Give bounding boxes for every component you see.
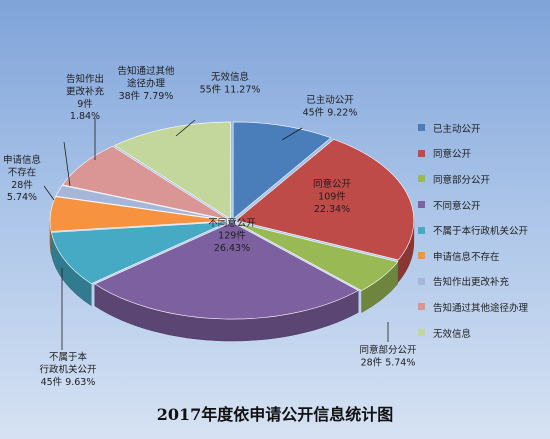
data-label-4: 不同意公开 129件 26.43% [208, 217, 256, 254]
legend-item-2: 同意公开 [418, 141, 548, 167]
legend-label: 无效信息 [433, 328, 472, 340]
legend-swatch [418, 201, 425, 209]
legend-swatch [418, 329, 425, 337]
legend-label: 已主动公开 [433, 123, 481, 135]
data-label-2: 同意公开 109件 22.34% [313, 178, 352, 215]
pie-slice-1 [232, 121, 332, 220]
data-label-6: 申请信息不存在 28件 5.74% [3, 154, 41, 203]
legend-swatch [418, 124, 425, 132]
legend-swatch [418, 303, 425, 311]
pie-slice-4 [94, 221, 359, 320]
data-label-3: 同意部分公开 28件 5.74% [359, 344, 417, 368]
legend-swatch [418, 277, 425, 285]
pie-slice-6 [49, 196, 229, 232]
pie-slice-8 [62, 145, 229, 221]
chart-title: 2017年度依申请公开信息统计图 [156, 405, 394, 424]
legend-swatch [418, 226, 425, 234]
legend-label: 不同意公开 [433, 200, 481, 212]
legend-item-9: 无效信息 [418, 320, 548, 346]
legend-swatch [418, 175, 425, 183]
legend-item-8: 告知通过其他途径办理 [418, 294, 548, 320]
legend-swatch [418, 149, 425, 157]
pie-slice-7 [55, 185, 229, 221]
legend-item-3: 同意部分公开 [418, 166, 548, 192]
legend-item-7: 告知作出更改补充 [418, 269, 548, 295]
legend-item-4: 不同意公开 [418, 192, 548, 218]
pie-slice-3 [235, 221, 399, 291]
data-label-5: 不属于本行政机关公开 45件 9.63% [39, 351, 97, 388]
data-label-9: 无效信息 55件 11.27% [200, 71, 261, 95]
legend-label: 申请信息不存在 [433, 251, 500, 263]
leader-line-1 [281, 127, 303, 141]
pie-slice-9 [113, 121, 231, 220]
legend-label: 告知作出更改补充 [433, 277, 510, 289]
legend-item-5: 不属于本行政机关公开 [418, 217, 548, 243]
data-label-8: 告知通过其他途径办理 38件 7.79% [117, 65, 175, 102]
data-label-7: 告知作出更改补充 9件 1.84% [66, 73, 105, 122]
leader-line-9 [175, 119, 196, 137]
leader-line-6 [43, 185, 55, 201]
legend-label: 同意部分公开 [433, 174, 491, 186]
pie-slice-5 [51, 221, 229, 285]
legend-item-6: 申请信息不存在 [418, 243, 548, 269]
data-label-1: 已主动公开 45件 9.22% [303, 94, 358, 118]
chart-legend: 已主动公开同意公开同意部分公开 不同意公开不属于本行政机关公开 申请信息不存在 告知作… [418, 115, 548, 345]
legend-label: 告知通过其他途径办理 [433, 302, 529, 314]
leader-line-7 [63, 141, 71, 187]
legend-item-1: 已主动公开 [418, 115, 548, 141]
data-labels: 已主动公开 45件 9.22% 同意公开 109件 22.34% 同意部分公开 28件 5.… [3, 65, 417, 388]
pie-slice-2 [235, 139, 415, 261]
legend-label: 同意公开 [433, 149, 472, 161]
legend-label: 不属于本行政机关公开 [433, 226, 529, 238]
pie-slices [49, 121, 415, 320]
legend-swatch [418, 252, 425, 260]
